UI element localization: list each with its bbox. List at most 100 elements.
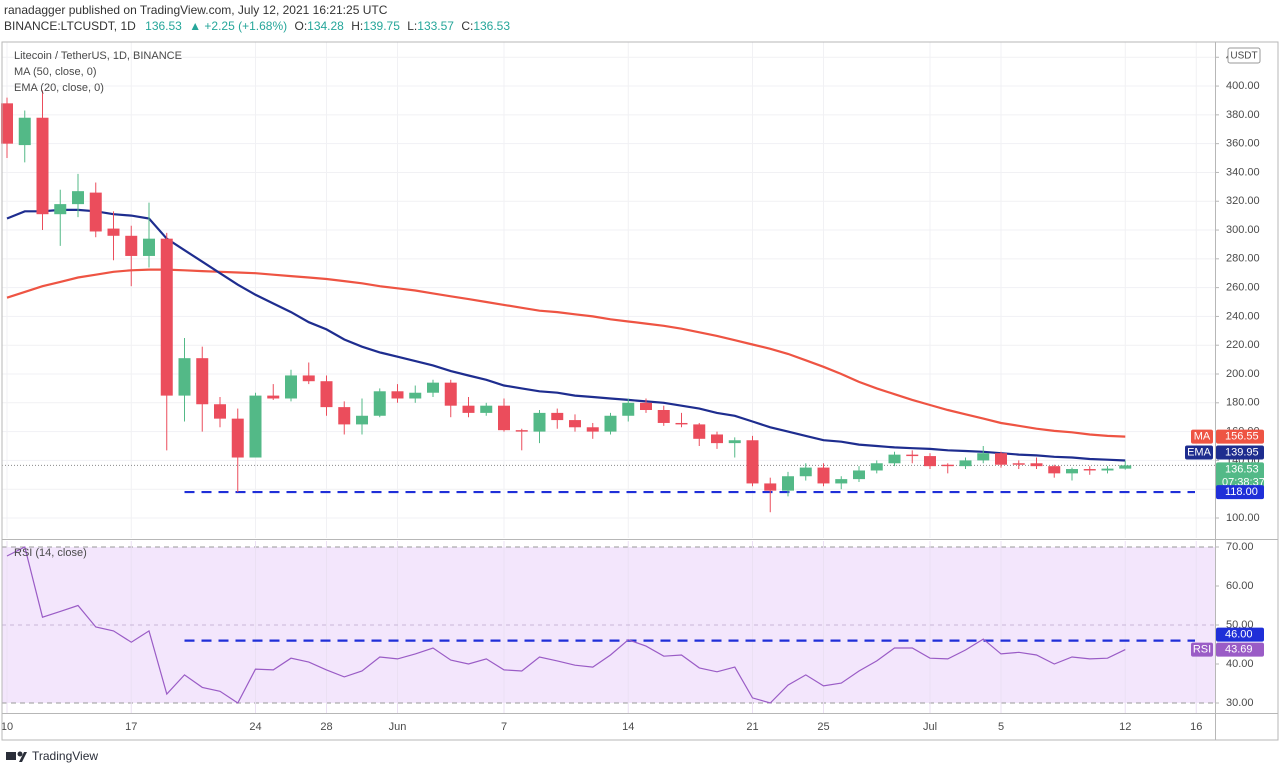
- value-badge: [1216, 642, 1264, 657]
- candle-body: [36, 117, 49, 215]
- rsi-title: RSI (14, close): [14, 547, 87, 559]
- candle-body: [444, 382, 457, 406]
- candle-body: [320, 381, 333, 408]
- y-tick-label: 320.00: [1226, 195, 1260, 207]
- candle-body: [285, 375, 297, 399]
- candle-body: [480, 405, 493, 413]
- value-badge: [1216, 445, 1264, 460]
- x-tick-label: Jun: [389, 721, 407, 733]
- x-tick-label: 16: [1190, 721, 1202, 733]
- candle-body: [924, 456, 936, 467]
- candle-body: [817, 467, 830, 484]
- y-tick-label: 220.00: [1226, 339, 1260, 351]
- candle-body: [72, 191, 84, 205]
- currency-badge: [1227, 47, 1261, 64]
- candle-body: [782, 476, 794, 491]
- price-badge-label: 136.53: [1225, 463, 1259, 475]
- value-badge: [1216, 429, 1264, 444]
- rsi-line: [6, 546, 1126, 704]
- candle-body: [409, 392, 422, 399]
- candle-body: [711, 434, 723, 444]
- candle-body: [498, 405, 510, 431]
- candle-body: [995, 453, 1007, 465]
- candle-body: [1030, 463, 1043, 467]
- y-tick-label: 240.00: [1226, 310, 1260, 322]
- candle-body: [586, 427, 599, 432]
- candle-body: [338, 407, 351, 425]
- y-tick-label: 400.00: [1226, 80, 1260, 92]
- series-badge: [1191, 642, 1213, 657]
- close-value: 136.53: [473, 19, 510, 33]
- candle-body: [977, 453, 990, 461]
- candle-body: [764, 483, 777, 491]
- candle-body: [640, 402, 652, 411]
- candle-body: [551, 412, 564, 421]
- y-tick-label: 60.00: [1226, 580, 1254, 592]
- candle-body: [302, 375, 315, 382]
- x-tick-label: 21: [746, 721, 758, 733]
- last-price: 136.53: [145, 19, 182, 33]
- candle-body: [835, 479, 848, 484]
- candle-body: [799, 467, 812, 477]
- legend-ema: EMA (20, close, 0): [14, 82, 104, 94]
- candle-body: [569, 420, 581, 428]
- candle-body: [870, 463, 883, 471]
- candle-body: [1048, 466, 1061, 474]
- y-tick-label: 100.00: [1226, 512, 1260, 524]
- candle-body: [515, 430, 528, 432]
- level-badge: [1216, 485, 1264, 500]
- candle-body: [693, 424, 706, 439]
- y-tick-label: 360.00: [1226, 138, 1260, 150]
- x-tick-label: 10: [1, 721, 13, 733]
- y-tick-label: 40.00: [1226, 658, 1254, 670]
- candle-body: [391, 391, 404, 399]
- candle-body: [657, 410, 670, 423]
- y-tick-label: 70.00: [1226, 541, 1254, 553]
- candle-body: [356, 415, 368, 425]
- candle-body: [941, 464, 954, 467]
- level-badge: [1216, 627, 1264, 642]
- series-badge-label: RSI: [1193, 644, 1211, 656]
- symbol: BINANCE:LTCUSDT, 1D: [4, 19, 136, 33]
- candle-body: [853, 470, 865, 480]
- candle-body: [888, 454, 901, 464]
- candle-body: [462, 405, 475, 413]
- x-tick-label: 12: [1119, 721, 1131, 733]
- high-value: 139.75: [363, 19, 400, 33]
- x-tick-label: 14: [622, 721, 634, 733]
- indicator-line: [6, 268, 1126, 438]
- author-line: ranadagger published on TradingView.com,…: [4, 3, 388, 17]
- candle-body: [604, 415, 617, 432]
- candle-body: [125, 235, 138, 256]
- x-tick-label: Jul: [923, 721, 937, 733]
- value-badge-label: 139.95: [1225, 446, 1259, 458]
- candle-body: [728, 440, 741, 444]
- candle-body: [160, 238, 173, 396]
- value-badge-label: 156.55: [1225, 430, 1259, 442]
- candle-body: [143, 238, 155, 256]
- price-badge: [1216, 462, 1264, 490]
- candle-body: [1083, 469, 1096, 471]
- candle-body: [427, 382, 439, 393]
- brand: TradingView: [32, 749, 98, 763]
- candle-body: [18, 117, 31, 146]
- candle-body: [1, 103, 13, 144]
- candle-body: [906, 454, 919, 457]
- candle-body: [54, 204, 67, 215]
- plot-area: 10172428Jun7142125Jul51216100.00120.0014…: [1, 42, 1265, 733]
- candle-body: [1101, 468, 1114, 471]
- currency: USDT: [1230, 51, 1257, 62]
- y-tick-label: 380.00: [1226, 109, 1260, 121]
- candle-body: [959, 460, 972, 467]
- change: ▲ +2.25 (+1.68%): [189, 19, 287, 33]
- ohlc-label: H:: [351, 19, 363, 33]
- candle-body: [107, 228, 120, 236]
- candle-body: [214, 404, 226, 419]
- series-badge: [1185, 445, 1213, 460]
- ohlc-label: L:: [407, 19, 417, 33]
- candle-body: [249, 395, 262, 458]
- x-tick-label: 28: [320, 721, 332, 733]
- candle-body: [746, 440, 759, 484]
- x-tick-label: 7: [501, 721, 507, 733]
